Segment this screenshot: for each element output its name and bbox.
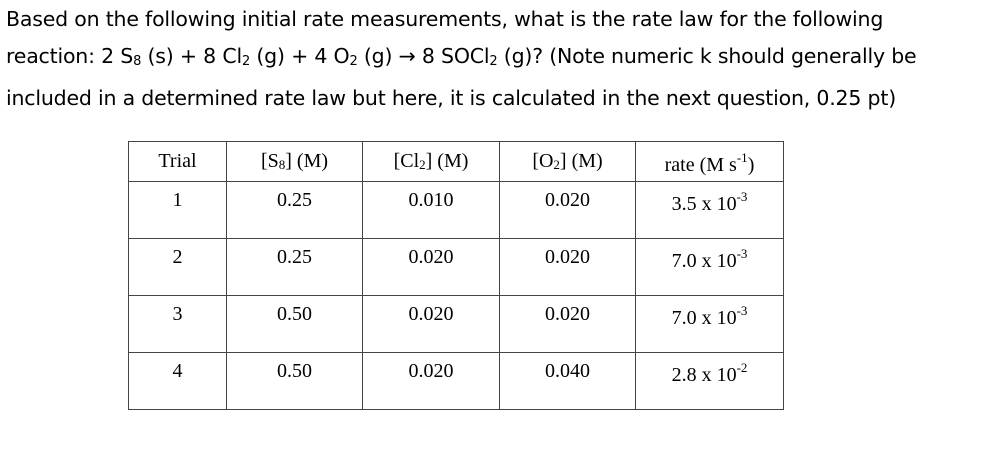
equation-part: (g) → 8 SOCl	[357, 44, 490, 68]
subscript: 2	[241, 54, 251, 69]
cell-s8: 0.50	[226, 295, 363, 353]
cell-cl2: 0.010	[362, 181, 500, 239]
cell-rate: 3.5 x 10-3	[635, 181, 784, 239]
question-line-1: Based on the following initial rate meas…	[6, 7, 884, 31]
header-s8-concentration: [S8] (M)	[226, 141, 363, 182]
rate-data-table: Trial [S8] (M) [Cl2] (M) [O2] (M) rate (…	[128, 141, 784, 410]
header-o2-concentration: [O2] (M)	[499, 141, 636, 182]
cell-trial: 2	[128, 238, 227, 296]
cell-trial: 3	[128, 295, 227, 353]
header-rate: rate (M s-1)	[635, 141, 784, 182]
equation-part: (s) + 8 Cl	[141, 44, 242, 68]
cell-cl2: 0.020	[362, 238, 500, 296]
cell-cl2: 0.020	[362, 352, 500, 410]
question-line-2: reaction: 2 S8 (s) + 8 Cl2 (g) + 4 O2 (g…	[6, 38, 994, 80]
question-text: Based on the following initial rate meas…	[6, 1, 994, 117]
cell-s8: 0.25	[226, 181, 363, 239]
cell-s8: 0.50	[226, 352, 363, 410]
cell-o2: 0.020	[499, 238, 636, 296]
cell-cl2: 0.020	[362, 295, 500, 353]
table-row: 1 0.25 0.010 0.020 3.5 x 10-3	[128, 181, 784, 239]
equation-part: (g) + 4 O	[250, 44, 350, 68]
equation-part: reaction: 2 S	[6, 44, 134, 68]
table-header-row: Trial [S8] (M) [Cl2] (M) [O2] (M) rate (…	[128, 141, 784, 182]
table-row: 4 0.50 0.020 0.040 2.8 x 10-2	[128, 352, 784, 410]
equation-part: (g)? (Note numeric k should generally be	[497, 44, 917, 68]
question-line-3: included in a determined rate law but he…	[6, 86, 896, 110]
table-row: 2 0.25 0.020 0.020 7.0 x 10-3	[128, 238, 784, 296]
cell-o2: 0.020	[499, 295, 636, 353]
table-row: 3 0.50 0.020 0.020 7.0 x 10-3	[128, 295, 784, 353]
subscript: 2	[349, 54, 358, 69]
header-trial: Trial	[128, 141, 227, 182]
cell-trial: 4	[128, 352, 227, 410]
cell-o2: 0.020	[499, 181, 636, 239]
cell-rate: 2.8 x 10-2	[635, 352, 784, 410]
subscript: 2	[489, 54, 498, 69]
cell-s8: 0.25	[226, 238, 363, 296]
cell-rate: 7.0 x 10-3	[635, 295, 784, 353]
cell-trial: 1	[128, 181, 227, 239]
cell-rate: 7.0 x 10-3	[635, 238, 784, 296]
subscript: 8	[133, 54, 142, 69]
cell-o2: 0.040	[499, 352, 636, 410]
header-cl2-concentration: [Cl2] (M)	[362, 141, 500, 182]
